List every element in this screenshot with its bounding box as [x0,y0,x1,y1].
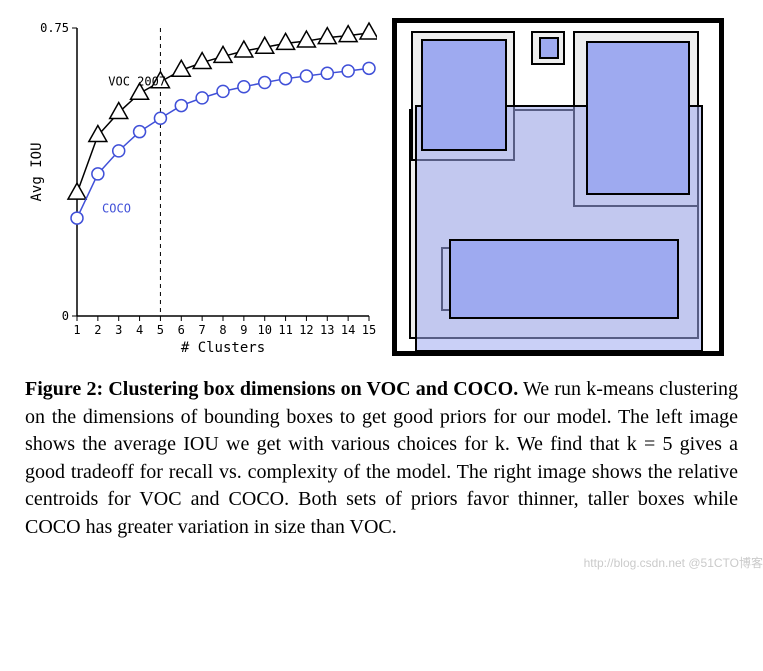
boxes-svg [392,18,724,356]
svg-text:9: 9 [240,323,247,337]
figure-caption: Figure 2: Clustering box dimensions on V… [25,376,738,542]
svg-text:0.75: 0.75 [40,21,69,35]
svg-text:0: 0 [62,309,69,323]
svg-text:2: 2 [94,323,101,337]
svg-text:7: 7 [199,323,206,337]
figure-body: We run k-means clustering on the dimensi… [25,378,738,538]
iou-chart: 00.75123456789101112131415# ClustersAvg … [25,18,377,356]
svg-text:VOC 2007: VOC 2007 [108,75,166,89]
svg-text:5: 5 [157,323,164,337]
svg-text:4: 4 [136,323,143,337]
figure-row: 00.75123456789101112131415# ClustersAvg … [25,18,738,356]
svg-text:1: 1 [73,323,80,337]
svg-text:COCO: COCO [102,201,131,215]
svg-text:13: 13 [320,323,334,337]
iou-chart-svg: 00.75123456789101112131415# ClustersAvg … [25,18,377,356]
anchor-boxes-diagram [392,18,724,356]
svg-text:14: 14 [341,323,355,337]
svg-text:3: 3 [115,323,122,337]
watermark: http://blog.csdn.net @51CTO博客 [584,554,763,571]
svg-text:# Clusters: # Clusters [181,340,265,356]
svg-text:8: 8 [219,323,226,337]
figure-label: Figure 2: [25,378,103,400]
figure-title: Clustering box dimensions on VOC and COC… [108,378,518,400]
svg-text:10: 10 [257,323,271,337]
svg-text:Avg IOU: Avg IOU [29,142,45,201]
svg-text:6: 6 [178,323,185,337]
svg-text:11: 11 [278,323,292,337]
svg-text:15: 15 [362,323,376,337]
svg-text:12: 12 [299,323,313,337]
